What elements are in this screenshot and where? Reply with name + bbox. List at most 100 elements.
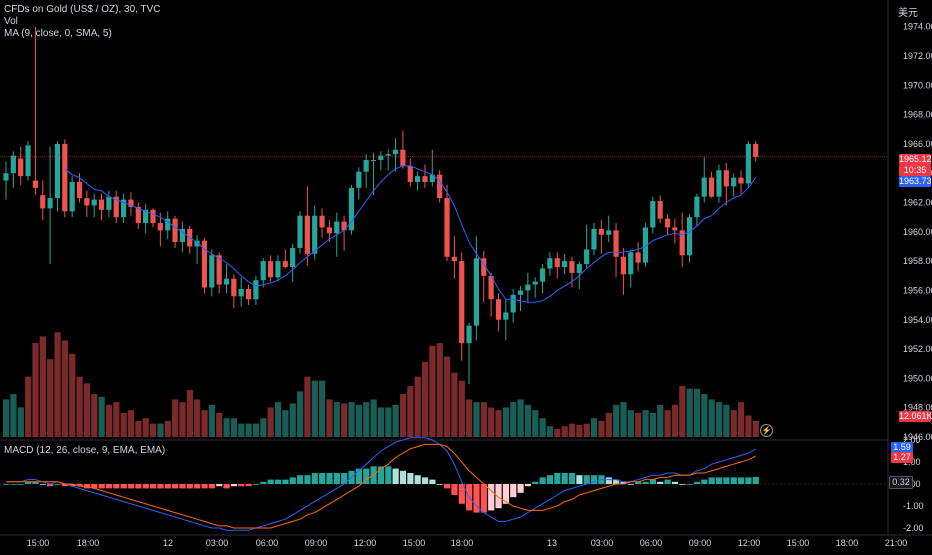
signal-line (6, 443, 756, 529)
candle-body (341, 221, 347, 231)
candle-body (194, 240, 200, 247)
volume-bar (25, 376, 32, 437)
price-tick-label: 1958.00 (903, 256, 932, 266)
volume-bar (605, 412, 612, 437)
macd-histogram-bar (473, 484, 480, 513)
volume-bar (664, 410, 671, 437)
macd-histogram-bar (319, 473, 326, 484)
volume-bar (679, 386, 686, 437)
candle-body (679, 230, 685, 256)
volume-bar (223, 418, 230, 437)
volume-bar (172, 399, 179, 437)
candle-body (326, 227, 332, 234)
volume-bar (113, 402, 120, 437)
macd-histogram-bar (620, 481, 627, 484)
candle-body (385, 154, 391, 156)
volume-legend[interactable]: Vol (4, 16, 18, 27)
macd-histogram-bar (738, 477, 745, 484)
time-tick-label: 03:00 (206, 538, 229, 548)
ma-legend[interactable]: MA (9, close, 0, SMA, 5) (4, 28, 112, 39)
candle-body (172, 218, 178, 243)
volume-bar (363, 402, 370, 437)
volume-bar (348, 402, 355, 437)
candle-body (334, 221, 340, 234)
volume-bar (715, 402, 723, 437)
candle-body (76, 182, 83, 199)
candle-body (91, 199, 97, 206)
price-tick-label: 1962.00 (903, 198, 932, 208)
volume-bar (201, 410, 208, 437)
volume-bar (304, 376, 311, 437)
candle-body (664, 218, 671, 228)
currency-label[interactable]: 美元 (898, 8, 918, 19)
volume-bar (135, 420, 142, 437)
macd-histogram-bar (458, 484, 465, 504)
volume-bar (576, 424, 583, 437)
volume-bar (671, 404, 679, 437)
volume-bar (333, 402, 340, 437)
candle-body (694, 196, 700, 218)
candle-body (591, 228, 597, 250)
macd-histogram-bar (245, 484, 252, 487)
symbol-title[interactable]: CFDs on Gold (US$ / OZ), 30, TVC (4, 4, 161, 15)
candle-body (157, 223, 163, 231)
volume-bar (10, 394, 17, 437)
volume-bar (598, 420, 605, 437)
macd-value-tag: 1.59 (891, 442, 913, 453)
volume-bar (517, 399, 524, 437)
candle-body (451, 256, 457, 262)
macd-histogram-bar (135, 484, 142, 489)
volume-bar (458, 380, 465, 437)
macd-histogram-bar (429, 479, 436, 484)
time-tick-label: 03:00 (591, 538, 614, 548)
signal-value-tag: 1.27 (891, 452, 913, 463)
time-tick-label: 18:00 (451, 538, 474, 548)
volume-bar (267, 407, 274, 437)
histogram-value-tag: 0.32 (889, 476, 913, 489)
macd-histogram-bar (399, 470, 407, 484)
macd-histogram-bar (517, 484, 524, 493)
macd-histogram-bar (274, 479, 282, 484)
macd-histogram-bar (150, 484, 157, 489)
macd-histogram-bar (186, 484, 193, 489)
candle-body (290, 247, 296, 267)
macd-histogram-bar (627, 484, 634, 485)
macd-histogram-bar (605, 477, 612, 484)
time-tick-label: 06:00 (640, 538, 663, 548)
macd-histogram-bar (69, 484, 76, 487)
candle-body (613, 230, 619, 257)
candle-body (495, 299, 502, 320)
macd-histogram-bar (715, 477, 723, 484)
volume-bar (532, 410, 539, 437)
macd-histogram-bar (164, 484, 171, 489)
volume-bar (473, 402, 480, 437)
macd-histogram-bar (679, 484, 686, 485)
volume-bar (466, 399, 473, 437)
candle-body (620, 256, 626, 275)
candle-body (165, 218, 171, 231)
macd-histogram-bar (583, 475, 590, 484)
candle-body (517, 290, 524, 295)
volume-bar (745, 415, 752, 437)
volume-bar (620, 402, 627, 437)
candle-body (701, 177, 707, 197)
volume-bar (488, 407, 495, 437)
macd-histogram-bar (649, 479, 656, 484)
candle-body (32, 180, 38, 188)
volume-bar (238, 423, 245, 437)
macd-histogram-bar (377, 466, 385, 484)
volume-bar (297, 391, 304, 437)
macd-histogram-bar (32, 481, 39, 484)
macd-histogram-bar (414, 475, 421, 484)
volume-bar (230, 418, 238, 437)
candle-body (686, 217, 693, 256)
volume-bar (524, 404, 532, 437)
macd-legend[interactable]: MACD (12, 26, close, 9, EMA, EMA) (4, 445, 166, 456)
macd-histogram-bar (701, 479, 708, 484)
macd-histogram-bar (524, 484, 532, 487)
volume-bar (546, 426, 554, 437)
volume-bar (642, 410, 649, 437)
lightning-icon[interactable]: ⚡ (760, 424, 773, 437)
